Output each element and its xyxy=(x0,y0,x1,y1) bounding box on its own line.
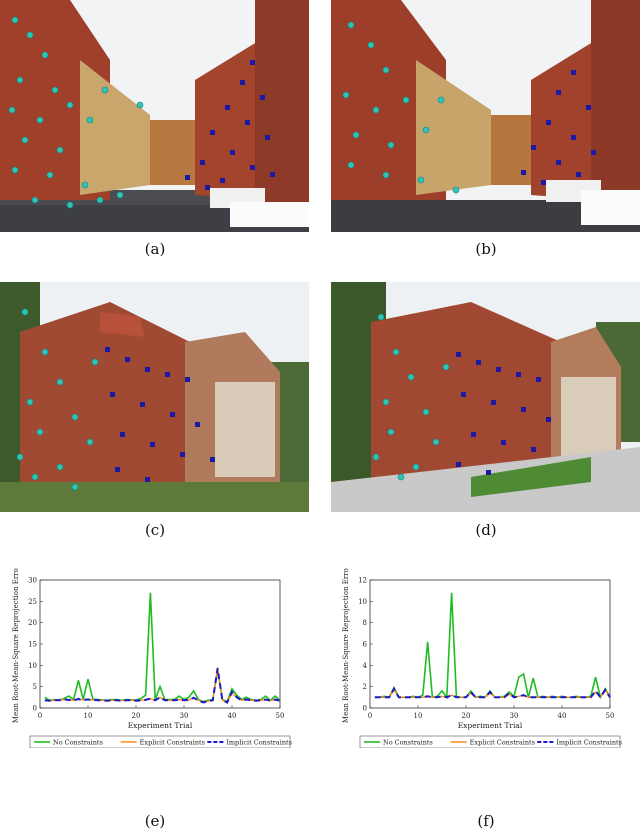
y-tick-label: 20 xyxy=(28,619,37,627)
courtyard-photo-a xyxy=(0,0,309,232)
series-line-1 xyxy=(44,667,281,704)
y-tick-label: 2 xyxy=(363,683,367,691)
caption-c: (c) xyxy=(144,521,166,539)
x-tick-label: 0 xyxy=(368,712,372,720)
legend-label-0: No Constraints xyxy=(383,739,433,747)
y-axis-label: Mean Root-Mean-Square Reprojection Error xyxy=(342,568,350,723)
chart-f: 0 10 20 30 40 50 0 2 4 6 8 10 12 Experiment Trial Mean… xyxy=(320,564,640,749)
y-tick-label: 5 xyxy=(33,683,37,691)
y-tick-label: 10 xyxy=(358,598,367,606)
x-tick-label: 0 xyxy=(38,712,42,720)
photo-b xyxy=(331,0,640,232)
x-axis-label: Experiment Trial xyxy=(458,721,523,730)
x-tick-label: 10 xyxy=(414,712,423,720)
library-photo-c xyxy=(0,282,309,512)
plot-frame xyxy=(369,579,611,709)
x-tick-label: 40 xyxy=(228,712,237,720)
caption-d: (d) xyxy=(475,521,497,539)
x-tick-label: 20 xyxy=(462,712,471,720)
caption-e: (e) xyxy=(144,812,166,830)
x-tick-label: 30 xyxy=(180,712,189,720)
chart-e: 0 10 20 30 40 50 0 5 10 15 20 25 30 Experiment Trial M… xyxy=(0,564,309,749)
x-tick-label: 50 xyxy=(606,712,615,720)
y-axis-label: Mean Root-Mean-Square Reprojection Error xyxy=(12,568,20,723)
photo-c xyxy=(0,282,309,512)
x-tick-label: 20 xyxy=(132,712,141,720)
photo-d xyxy=(331,282,640,512)
legend-label-2: Implicit Constraints xyxy=(226,739,292,747)
y-tick-label: 0 xyxy=(363,705,367,713)
library-photo-d xyxy=(331,282,640,512)
y-tick-label: 6 xyxy=(363,641,368,649)
x-tick-label: 50 xyxy=(276,712,285,720)
series-line-0 xyxy=(374,592,611,700)
legend-label-0: No Constraints xyxy=(53,739,103,747)
y-tick-label: 8 xyxy=(363,619,367,627)
x-axis-label: Experiment Trial xyxy=(128,721,193,730)
y-tick-label: 4 xyxy=(363,662,368,670)
y-tick-label: 25 xyxy=(28,598,37,606)
legend-label-2: Implicit Constraints xyxy=(556,739,622,747)
y-tick-label: 15 xyxy=(28,641,37,649)
caption-f: (f) xyxy=(477,812,495,830)
y-tick-label: 0 xyxy=(33,705,37,713)
y-tick-label: 10 xyxy=(28,662,37,670)
chart-f-svg: 0 10 20 30 40 50 0 2 4 6 8 10 12 Experiment Trial Mean… xyxy=(342,564,622,749)
series-line-0 xyxy=(44,592,281,703)
x-tick-label: 30 xyxy=(510,712,519,720)
legend-label-1: Explicit Constraints xyxy=(470,739,535,747)
legend-label-1: Explicit Constraints xyxy=(140,739,205,747)
photo-a xyxy=(0,0,309,232)
x-tick-label: 10 xyxy=(84,712,93,720)
y-tick-label: 12 xyxy=(358,577,367,585)
courtyard-photo-b xyxy=(331,0,640,232)
x-tick-label: 40 xyxy=(558,712,567,720)
y-tick-label: 30 xyxy=(28,577,37,585)
caption-a: (a) xyxy=(144,240,166,258)
series-line-2 xyxy=(374,686,611,700)
caption-b: (b) xyxy=(475,240,497,258)
